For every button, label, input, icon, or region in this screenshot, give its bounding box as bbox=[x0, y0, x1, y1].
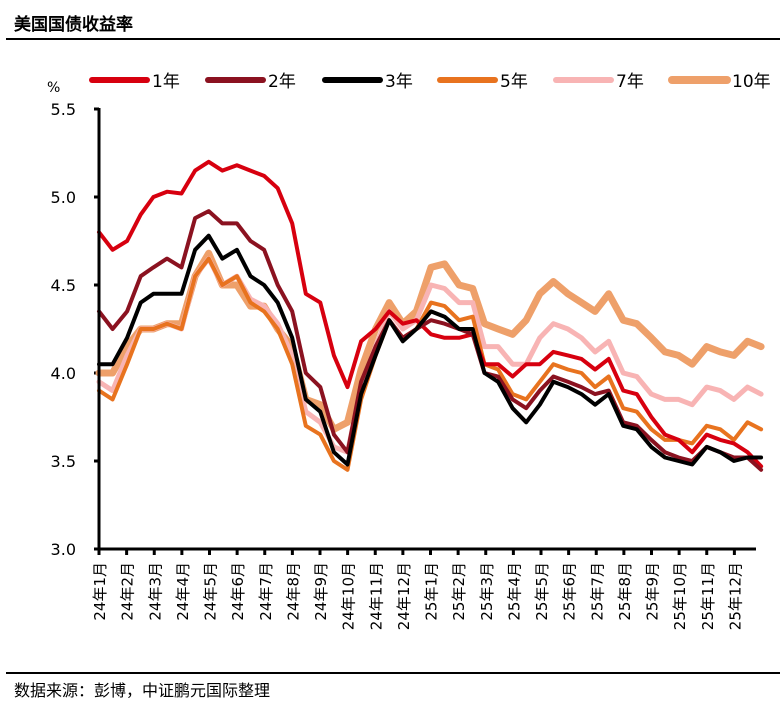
legend-item: 1年 bbox=[89, 72, 180, 92]
x-tick-label: 25年12月 bbox=[726, 562, 744, 630]
series-line-1 bbox=[97, 209, 764, 472]
title-divider bbox=[6, 38, 780, 40]
chart-title: 美国国债收益率 bbox=[14, 15, 133, 35]
legend-label: 10年 bbox=[732, 72, 771, 92]
x-tick-label: 25年7月 bbox=[588, 562, 606, 621]
y-tick-label: 3.0 bbox=[51, 540, 76, 559]
x-tick-label: 25年2月 bbox=[450, 562, 468, 621]
y-tick-label: 5.5 bbox=[51, 100, 76, 119]
x-tick-label: 24年3月 bbox=[146, 562, 164, 621]
x-tick-label: 24年6月 bbox=[229, 562, 247, 621]
legend-item: 2年 bbox=[205, 72, 296, 92]
legend-item: 10年 bbox=[668, 72, 771, 92]
y-axis: 3.0 3.5 4.0 4.5 5.0 5.5 bbox=[51, 100, 99, 559]
legend-label: 1年 bbox=[152, 72, 180, 92]
y-axis-unit: % bbox=[47, 80, 60, 96]
x-tick-label: 24年1月 bbox=[91, 562, 109, 621]
source-note: 数据来源：彭博，中证鹏元国际整理 bbox=[14, 681, 271, 700]
x-tick-label: 25年8月 bbox=[616, 562, 634, 621]
series-line-5 bbox=[95, 249, 765, 433]
series-lines bbox=[95, 159, 765, 472]
y-tick-label: 4.0 bbox=[51, 364, 76, 383]
legend-label: 7年 bbox=[616, 72, 644, 92]
x-tick-label: 25年6月 bbox=[561, 562, 579, 621]
x-tick-label: 24年5月 bbox=[202, 562, 220, 621]
x-tick-label: 24年10月 bbox=[340, 562, 358, 630]
x-tick-label: 25年1月 bbox=[423, 562, 441, 621]
legend-item: 5年 bbox=[437, 72, 528, 92]
series-line-3 bbox=[97, 256, 764, 472]
series-line-4 bbox=[96, 256, 764, 455]
series-line-2 bbox=[97, 233, 764, 467]
x-tick-label: 25年5月 bbox=[533, 562, 551, 621]
x-tick-label: 24年7月 bbox=[257, 562, 275, 621]
y-tick-label: 3.5 bbox=[51, 452, 76, 471]
source-divider bbox=[6, 672, 780, 674]
y-tick-label: 5.0 bbox=[51, 188, 76, 207]
series-line-0 bbox=[97, 159, 764, 469]
x-tick-label: 25年4月 bbox=[505, 562, 523, 621]
x-axis: 24年1月 24年2月 24年3月 24年4月 24年5月 24年6月 24年7月 24年8月… bbox=[91, 549, 744, 630]
x-tick-label: 25年10月 bbox=[671, 562, 689, 630]
y-tick-label: 4.5 bbox=[51, 276, 76, 295]
x-tick-label: 25年9月 bbox=[644, 562, 662, 621]
x-tick-label: 24年12月 bbox=[395, 562, 413, 630]
x-tick-label: 24年8月 bbox=[284, 562, 302, 621]
legend-item: 3年 bbox=[322, 72, 413, 92]
x-tick-label: 24年11月 bbox=[367, 562, 385, 630]
legend-label: 5年 bbox=[500, 72, 528, 92]
x-tick-label: 25年3月 bbox=[478, 562, 496, 621]
x-tick-label: 24年2月 bbox=[119, 562, 137, 621]
legend: 1年 2年 3年 5年 7年 10年 bbox=[89, 72, 771, 92]
x-tick-label: 25年11月 bbox=[699, 562, 717, 630]
x-tick-label: 24年4月 bbox=[174, 562, 192, 621]
legend-item: 7年 bbox=[553, 72, 644, 92]
x-tick-label: 24年9月 bbox=[312, 562, 330, 621]
legend-label: 3年 bbox=[385, 72, 413, 92]
legend-label: 2年 bbox=[268, 72, 296, 92]
